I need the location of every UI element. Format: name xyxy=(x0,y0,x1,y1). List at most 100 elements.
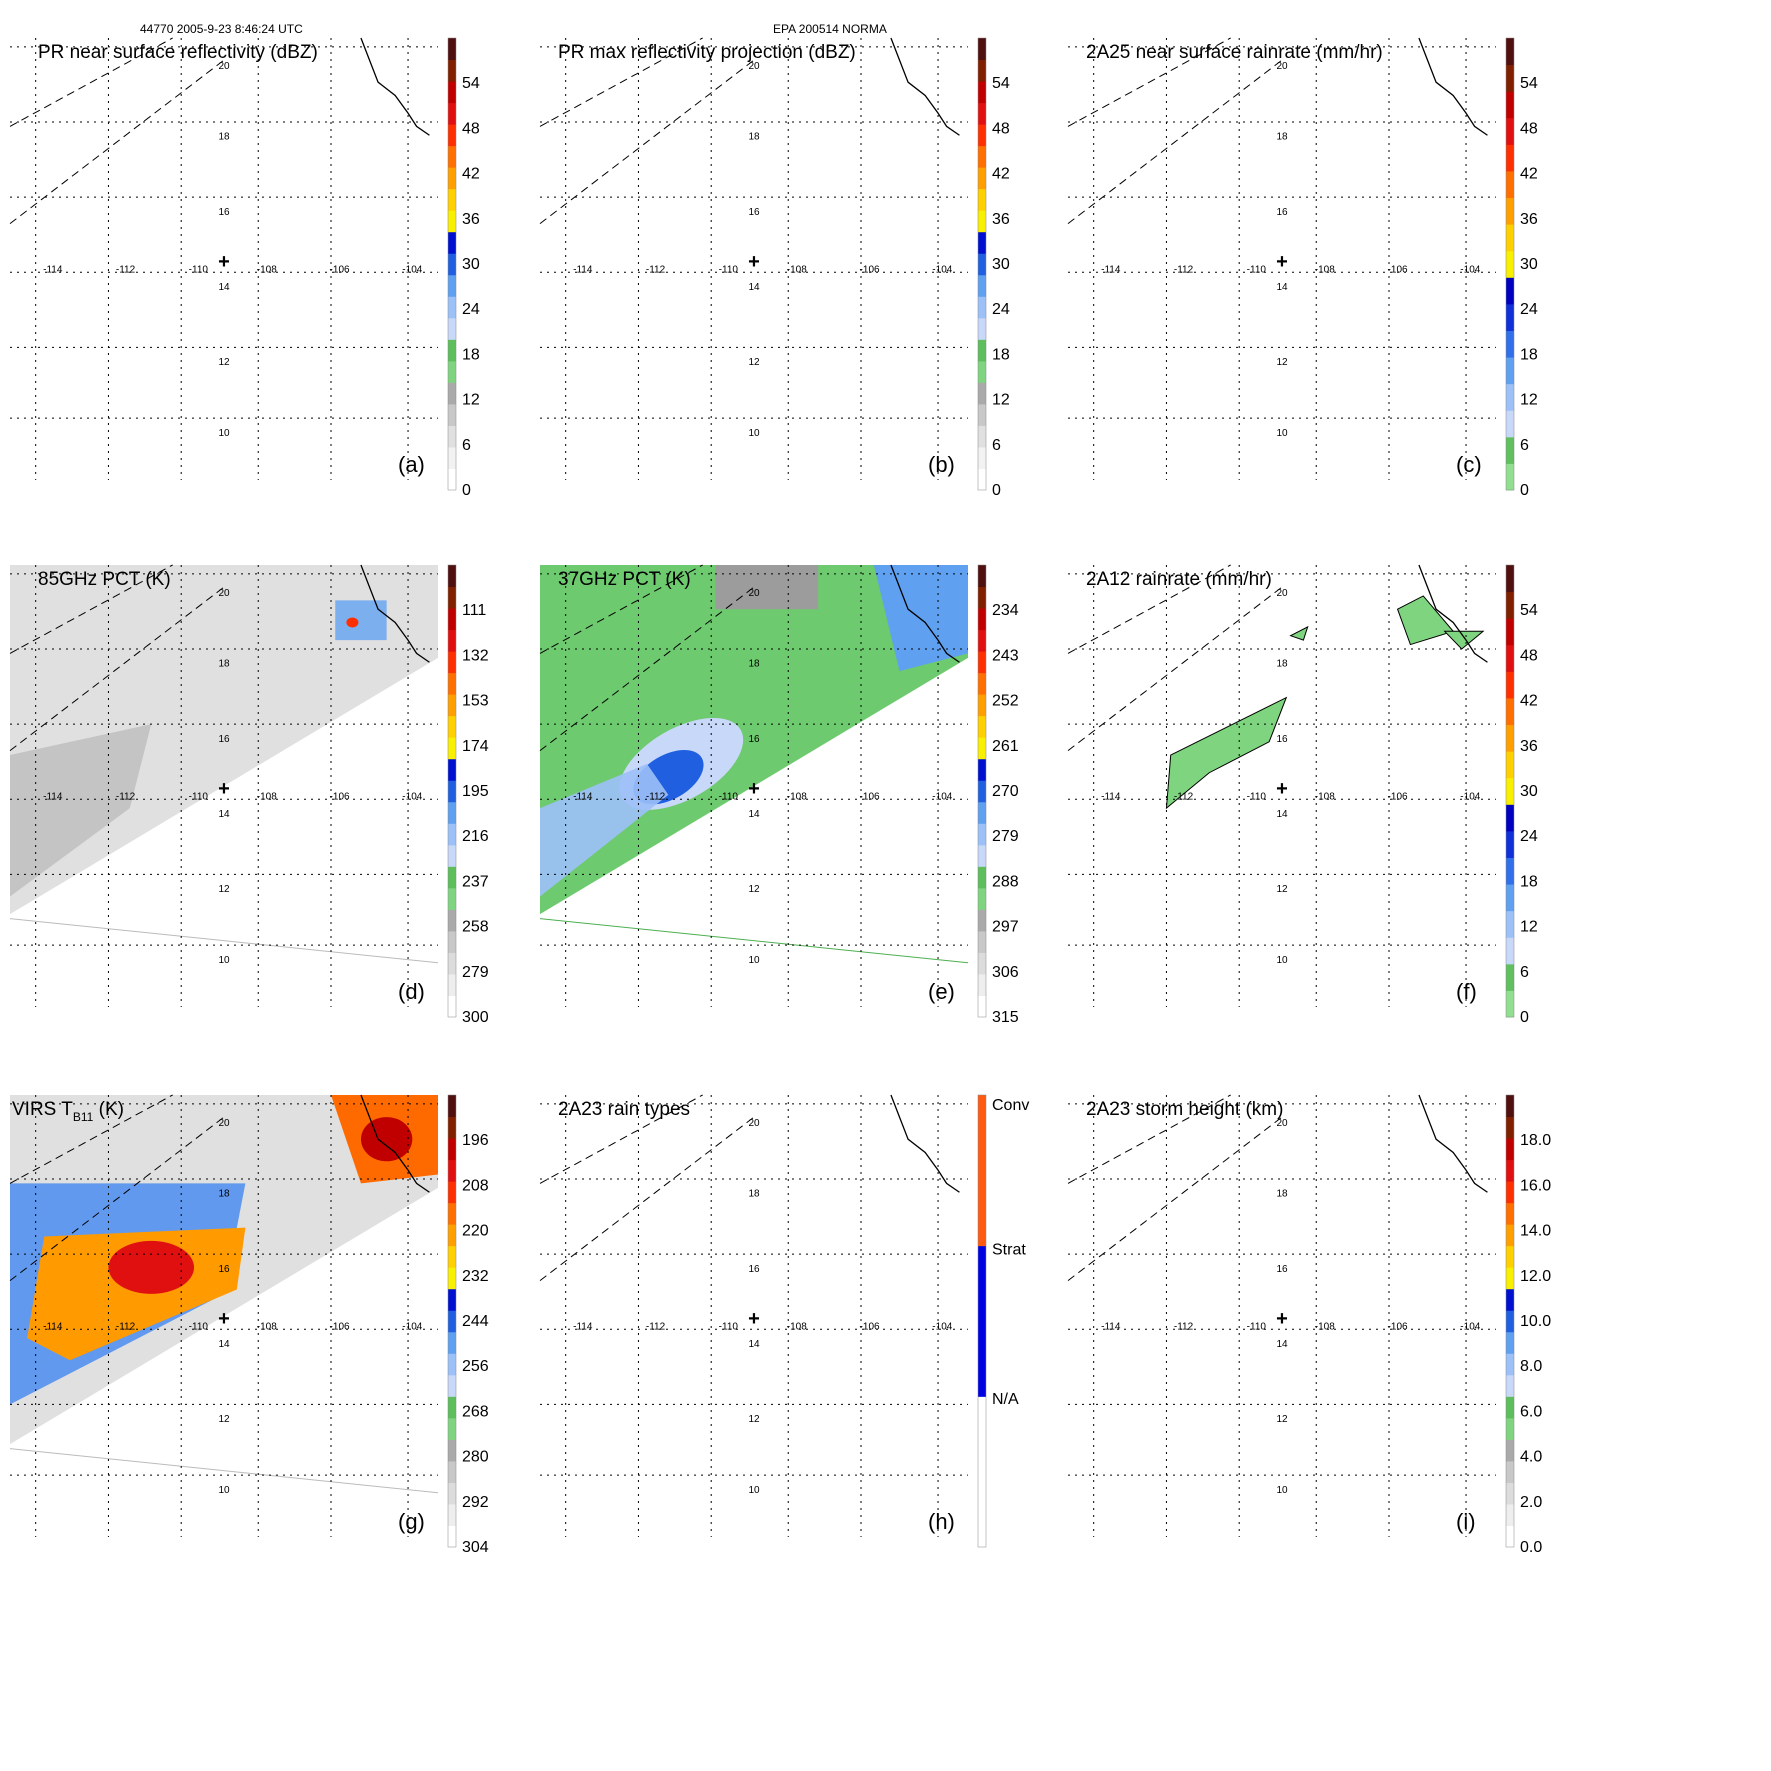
rain-patch xyxy=(1289,625,1309,641)
colorbar-tick-label: 12 xyxy=(992,392,1010,409)
colorbar-tick-label: 12 xyxy=(1520,392,1538,409)
colorbar-bin xyxy=(1506,724,1514,752)
coastline xyxy=(1418,37,1488,136)
lat-tick-label: 10 xyxy=(218,428,230,439)
pr-swath-edge xyxy=(1067,37,1231,127)
lon-tick-label: -112 xyxy=(1174,791,1194,802)
storm-center-marker: + xyxy=(218,251,230,273)
colorbar-bin xyxy=(978,468,986,491)
colorbar-bin xyxy=(978,124,986,147)
pr-swath-edge xyxy=(9,1094,173,1184)
panel-letter: (g) xyxy=(398,1509,425,1534)
colorbar-bin xyxy=(978,403,986,426)
lon-tick-label: -108 xyxy=(1315,264,1335,275)
colorbar-frame xyxy=(447,37,457,491)
colorbar-bin xyxy=(448,995,456,1018)
colorbar-bin xyxy=(448,844,456,867)
colorbar-bin xyxy=(448,586,456,609)
colorbar-bin xyxy=(448,629,456,652)
colorbar-bin xyxy=(978,887,986,910)
lon-tick-label: -108 xyxy=(257,1321,277,1332)
colorbar-bin xyxy=(978,102,986,125)
colorbar-bin xyxy=(448,1116,456,1139)
colorbar-bin xyxy=(978,167,986,190)
colorbar-bin xyxy=(448,672,456,695)
lon-tick-label: -106 xyxy=(1388,264,1408,275)
lat-tick-label: 16 xyxy=(748,734,760,745)
lat-tick-label: 14 xyxy=(218,809,230,820)
colorbar-tick-label: 196 xyxy=(462,1132,489,1149)
lon-tick-label: -104 xyxy=(402,791,422,802)
colorbar-frame xyxy=(977,37,987,491)
lon-tick-label: -112 xyxy=(116,1321,136,1332)
colorbar-tick-label: 30 xyxy=(462,256,480,273)
colorbar-category-label: Strat xyxy=(992,1242,1026,1259)
colorbar-bin xyxy=(448,188,456,211)
lon-tick-label: -104 xyxy=(932,264,952,275)
colorbar-bin xyxy=(448,930,456,953)
colorbar-bin xyxy=(448,909,456,932)
lat-tick-label: 16 xyxy=(218,734,230,745)
panel-d: -114 -112 -110 -108 -106 -104 10 12 14 16 18 20 +85G… xyxy=(9,564,489,1026)
colorbar-tick-label: 195 xyxy=(462,783,489,800)
colorbar-tick-label: 153 xyxy=(462,693,489,710)
lat-tick-label: 16 xyxy=(1276,1264,1288,1275)
lon-tick-label: -112 xyxy=(116,264,136,275)
colorbar-tick-label: 280 xyxy=(462,1449,489,1466)
colorbar-bin xyxy=(1506,1267,1514,1290)
colorbar-tick-label: 36 xyxy=(462,211,480,228)
colorbar-tick-label: 42 xyxy=(1520,166,1538,183)
panel-e: -114 -112 -110 -108 -106 -104 10 12 14 16 18 20 +37G… xyxy=(539,564,1019,1026)
lon-tick-label: -114 xyxy=(573,1321,593,1332)
colorbar-tick-label: 18.0 xyxy=(1520,1132,1551,1149)
colorbar-bin xyxy=(448,952,456,975)
core-region xyxy=(360,1117,413,1162)
colorbar-bin xyxy=(978,973,986,996)
colorbar-bin xyxy=(1506,697,1514,726)
colorbar-bin xyxy=(448,124,456,147)
colorbar-bin xyxy=(1506,1245,1514,1268)
colorbar-tick-label: 243 xyxy=(992,647,1019,664)
colorbar-tick-label: 48 xyxy=(1520,120,1538,137)
lat-tick-label: 10 xyxy=(748,955,760,966)
lon-tick-label: -108 xyxy=(787,791,807,802)
colorbar-bin xyxy=(1506,1202,1514,1225)
colorbar-bin xyxy=(448,231,456,254)
colorbar-bin xyxy=(448,1331,456,1354)
colorbar-tick-label: 306 xyxy=(992,964,1019,981)
colorbar-bin xyxy=(1506,144,1514,172)
panel-title: 85GHz PCT (K) xyxy=(38,569,171,590)
lat-tick-label: 20 xyxy=(748,61,760,72)
storm-center-marker: + xyxy=(748,1308,760,1330)
lon-tick-label: -114 xyxy=(43,791,63,802)
colorbar-bin xyxy=(1506,618,1514,646)
colorbar-bin xyxy=(1506,357,1514,385)
colorbar-bin xyxy=(1506,277,1514,305)
colorbar-tick-label: 237 xyxy=(462,873,489,890)
pr-swath-edge xyxy=(539,37,703,127)
colorbar-bin xyxy=(448,274,456,297)
colorbar-bin xyxy=(1506,197,1514,225)
colorbar-bin xyxy=(448,382,456,405)
lon-tick-label: -108 xyxy=(787,264,807,275)
storm-center-marker: + xyxy=(218,1308,230,1330)
colorbar-bin xyxy=(1506,1417,1514,1440)
lat-tick-label: 12 xyxy=(748,357,760,368)
colorbar-tick-label: 48 xyxy=(992,120,1010,137)
lon-tick-label: -110 xyxy=(1247,264,1267,275)
colorbar-bin xyxy=(448,1245,456,1268)
colorbar-bin xyxy=(1506,644,1514,672)
colorbar-frame xyxy=(977,1094,987,1548)
colorbar-frame xyxy=(1505,37,1515,491)
colorbar-bin xyxy=(448,1439,456,1462)
colorbar-tick-label: 2.0 xyxy=(1520,1494,1542,1511)
colorbar-tick-label: 6 xyxy=(1520,964,1529,981)
panel-letter: (i) xyxy=(1456,1509,1476,1534)
colorbar-bin xyxy=(448,1417,456,1440)
lon-tick-label: -104 xyxy=(932,1321,952,1332)
colorbar-bin xyxy=(448,1310,456,1333)
coastline xyxy=(890,37,960,136)
lat-tick-label: 14 xyxy=(748,809,760,820)
lat-tick-label: 20 xyxy=(748,588,760,599)
storm-center-marker: + xyxy=(1276,1308,1288,1330)
